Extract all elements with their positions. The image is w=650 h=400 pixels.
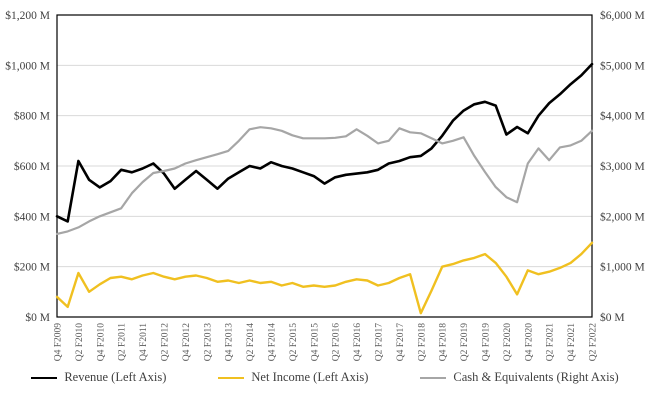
x-axis-tick-label: Q4 F2013	[225, 323, 235, 362]
legend-label-cash: Cash & Equivalents (Right Axis)	[453, 370, 619, 384]
x-axis-tick-label: Q2 F2019	[460, 323, 470, 362]
left-axis-tick-label: $600 M	[14, 160, 50, 173]
right-axis-tick-label: $5,000 M	[600, 59, 645, 72]
left-axis-tick-label: $1,200 M	[5, 9, 50, 22]
x-axis-tick-label: Q4 F2017	[396, 323, 406, 362]
x-axis-tick-label: Q2 F2017	[375, 323, 385, 362]
left-axis-tick-label: $0 M	[25, 311, 50, 324]
right-axis-tick-label: $6,000 M	[600, 9, 645, 22]
right-axis-tick-label: $4,000 M	[600, 110, 645, 123]
legend-item-revenue: Revenue (Left Axis)	[31, 370, 166, 385]
legend-line-swatch-revenue	[31, 376, 58, 379]
legend-item-net-income: Net Income (Left Axis)	[218, 370, 368, 385]
x-axis-tick-label: Q2 F2020	[503, 323, 513, 362]
x-axis-tick-label: Q2 F2015	[289, 323, 299, 362]
x-axis-tick-label: Q4 F2020	[524, 323, 534, 362]
x-axis-tick-label: Q2 F2012	[161, 323, 171, 362]
left-axis-tick-label: $200 M	[14, 261, 50, 274]
x-axis-tick-label: Q4 F2016	[353, 323, 363, 362]
x-axis-tick-label: Q2 F2018	[417, 323, 427, 362]
right-axis-tick-label: $0 M	[600, 311, 625, 324]
net-income-line	[55, 241, 594, 315]
legend-label-revenue: Revenue (Left Axis)	[64, 370, 167, 384]
x-axis-tick-label: Q2 F2022	[589, 323, 599, 362]
x-axis-tick-label: Q2 F2014	[246, 323, 256, 362]
legend-line-swatch-net-income	[218, 376, 245, 379]
x-axis-tick-label: Q4 F2012	[182, 323, 192, 362]
legend-item-cash: Cash & Equivalents (Right Axis)	[420, 370, 619, 385]
left-axis-tick-label: $400 M	[14, 210, 50, 223]
x-axis-tick-label: Q2 F2021	[546, 323, 556, 362]
x-axis-tick-label: Q4 F2010	[96, 323, 106, 362]
plot-border	[56, 14, 593, 318]
right-axis-tick-label: $1,000 M	[600, 261, 645, 274]
x-axis-tick-label: Q4 F2009	[54, 323, 64, 362]
x-axis-tick-label: Q2 F2010	[75, 323, 85, 362]
x-axis-tick-label: Q4 F2018	[439, 323, 449, 362]
legend-label-net-income: Net Income (Left Axis)	[251, 370, 369, 384]
left-axis-tick-label: $800 M	[14, 110, 50, 123]
x-axis-tick-label: Q4 F2019	[482, 323, 492, 362]
chart-legend: Revenue (Left Axis) Net Income (Left Axi…	[0, 370, 650, 385]
cash-equivalents-line	[55, 126, 594, 235]
x-axis-tick-label: Q2 F2016	[332, 323, 342, 362]
x-axis-tick-label: Q4 F2011	[139, 323, 149, 361]
x-axis-tick-label: Q4 F2021	[567, 323, 577, 362]
x-axis-tick-label: Q2 F2013	[203, 323, 213, 362]
x-axis-tick-label: Q2 F2011	[118, 323, 128, 361]
x-axis-tick-label: Q4 F2014	[268, 323, 278, 362]
revenue-line	[55, 62, 594, 223]
x-axis-tick-label: Q4 F2015	[310, 323, 320, 362]
right-axis-tick-label: $2,000 M	[600, 210, 645, 223]
left-axis-tick-label: $1,000 M	[5, 59, 50, 72]
right-axis-tick-label: $3,000 M	[600, 160, 645, 173]
legend-line-swatch-cash	[420, 376, 447, 379]
